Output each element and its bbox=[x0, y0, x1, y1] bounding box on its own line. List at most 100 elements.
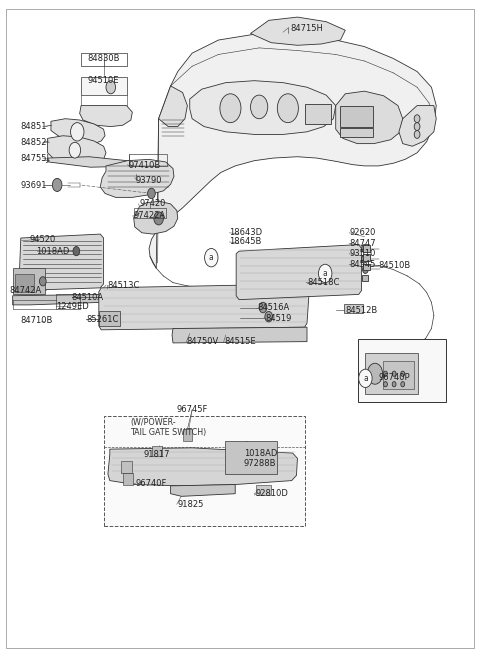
Bar bbox=[363, 254, 370, 261]
Circle shape bbox=[52, 178, 62, 191]
Text: 91817: 91817 bbox=[144, 450, 170, 459]
Text: 84515E: 84515E bbox=[225, 337, 256, 346]
Polygon shape bbox=[158, 86, 187, 127]
Bar bbox=[56, 294, 80, 309]
Bar bbox=[365, 353, 418, 394]
Circle shape bbox=[401, 371, 405, 376]
Polygon shape bbox=[251, 17, 345, 45]
Circle shape bbox=[73, 246, 80, 256]
Bar bbox=[339, 106, 373, 127]
Bar bbox=[152, 446, 162, 457]
Circle shape bbox=[259, 302, 267, 313]
Circle shape bbox=[148, 188, 156, 198]
Bar bbox=[339, 128, 373, 137]
Text: 91825: 91825 bbox=[178, 500, 204, 509]
Circle shape bbox=[39, 277, 46, 286]
Circle shape bbox=[154, 212, 163, 225]
Circle shape bbox=[277, 94, 299, 123]
Bar bbox=[363, 263, 370, 270]
Text: (W/POWER-: (W/POWER- bbox=[130, 419, 176, 428]
Polygon shape bbox=[80, 106, 132, 127]
Polygon shape bbox=[108, 448, 298, 486]
Circle shape bbox=[361, 255, 367, 263]
Text: 84851: 84851 bbox=[21, 122, 48, 131]
Polygon shape bbox=[172, 327, 307, 343]
Bar bbox=[305, 104, 331, 124]
Bar bbox=[129, 154, 167, 166]
Circle shape bbox=[392, 371, 396, 376]
Text: 84830B: 84830B bbox=[87, 54, 120, 63]
Text: 93790: 93790 bbox=[136, 176, 162, 185]
Polygon shape bbox=[51, 119, 105, 144]
Text: 84510B: 84510B bbox=[379, 261, 411, 270]
Text: 96745F: 96745F bbox=[177, 405, 208, 415]
Circle shape bbox=[361, 244, 367, 252]
Text: 96740P: 96740P bbox=[379, 373, 410, 382]
Bar bbox=[81, 53, 127, 66]
Text: 97288B: 97288B bbox=[244, 459, 276, 468]
Bar bbox=[104, 417, 305, 526]
Text: 84747: 84747 bbox=[349, 238, 376, 248]
Bar bbox=[363, 245, 370, 252]
Text: 84710B: 84710B bbox=[21, 316, 53, 325]
Circle shape bbox=[359, 369, 372, 388]
Text: 1018AD: 1018AD bbox=[244, 449, 277, 457]
Text: a: a bbox=[209, 253, 214, 262]
Text: 92810D: 92810D bbox=[255, 489, 288, 498]
Circle shape bbox=[204, 248, 218, 267]
Polygon shape bbox=[399, 106, 436, 147]
Bar bbox=[81, 77, 127, 95]
Text: a: a bbox=[323, 269, 327, 278]
Polygon shape bbox=[12, 294, 104, 305]
Bar bbox=[383, 361, 414, 389]
Bar bbox=[121, 461, 132, 473]
Bar bbox=[344, 304, 362, 313]
Polygon shape bbox=[134, 201, 178, 234]
Bar bbox=[15, 274, 34, 292]
Polygon shape bbox=[336, 91, 403, 144]
Bar bbox=[134, 208, 166, 218]
Text: 84513C: 84513C bbox=[107, 281, 139, 290]
Text: 84545: 84545 bbox=[349, 260, 375, 269]
Text: 84755J: 84755J bbox=[21, 154, 50, 162]
Polygon shape bbox=[149, 34, 436, 268]
Text: 93510: 93510 bbox=[349, 249, 375, 258]
Text: 84510A: 84510A bbox=[72, 292, 104, 302]
Text: 94520: 94520 bbox=[29, 235, 56, 244]
Bar bbox=[256, 484, 271, 495]
Circle shape bbox=[319, 264, 332, 283]
Circle shape bbox=[71, 123, 84, 141]
Text: 97420: 97420 bbox=[140, 200, 166, 208]
Circle shape bbox=[392, 382, 396, 387]
Circle shape bbox=[265, 311, 273, 322]
Circle shape bbox=[367, 363, 383, 384]
Text: 93691: 93691 bbox=[21, 181, 48, 190]
Text: 85261C: 85261C bbox=[86, 315, 118, 324]
Circle shape bbox=[384, 382, 387, 387]
Circle shape bbox=[69, 143, 81, 158]
Bar bbox=[225, 442, 277, 474]
Text: 84516A: 84516A bbox=[257, 303, 289, 312]
Circle shape bbox=[384, 371, 387, 376]
Bar bbox=[361, 275, 368, 281]
Bar bbox=[182, 430, 192, 442]
Circle shape bbox=[251, 95, 268, 119]
Text: TAIL GATE SWITCH): TAIL GATE SWITCH) bbox=[130, 428, 206, 437]
Circle shape bbox=[220, 94, 241, 123]
Circle shape bbox=[414, 123, 420, 131]
Text: 96740F: 96740F bbox=[136, 479, 167, 487]
Text: 1018AD: 1018AD bbox=[36, 246, 70, 256]
Text: 84750V: 84750V bbox=[186, 337, 219, 346]
Circle shape bbox=[414, 115, 420, 123]
Circle shape bbox=[362, 265, 368, 273]
Text: 97422A: 97422A bbox=[134, 212, 166, 220]
Bar bbox=[358, 339, 446, 402]
Text: 94510E: 94510E bbox=[88, 76, 120, 85]
Text: 84518C: 84518C bbox=[307, 278, 339, 287]
Text: 1249ED: 1249ED bbox=[56, 302, 88, 311]
Text: 84519: 84519 bbox=[265, 313, 291, 323]
Bar bbox=[123, 473, 133, 484]
Bar bbox=[12, 268, 45, 294]
Text: 92620: 92620 bbox=[349, 228, 375, 237]
Circle shape bbox=[106, 81, 116, 94]
